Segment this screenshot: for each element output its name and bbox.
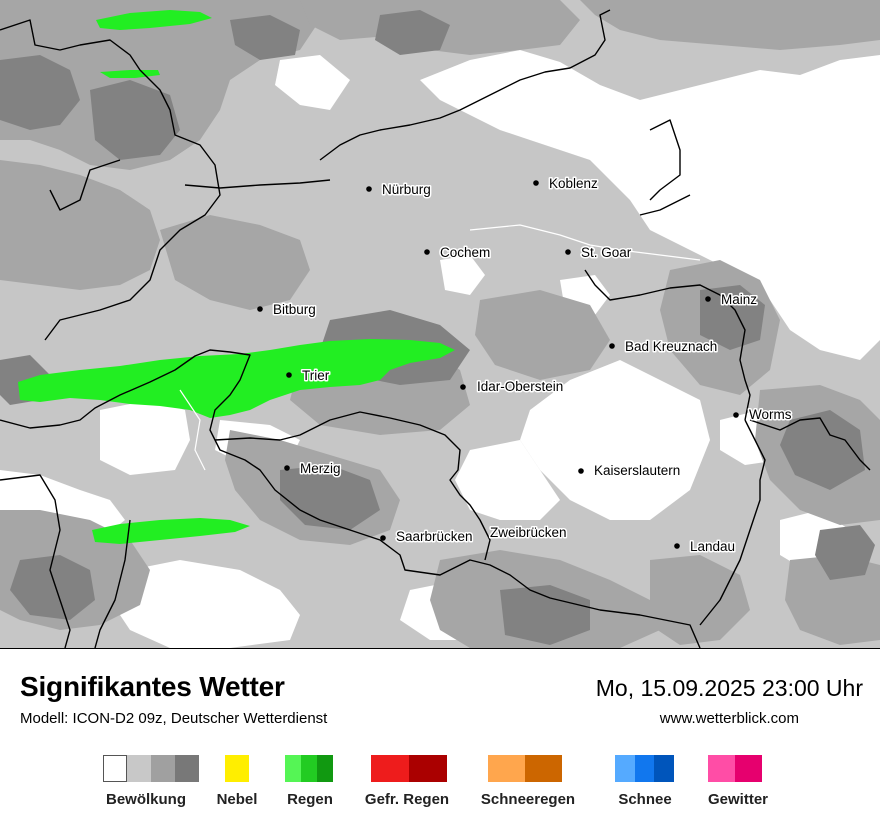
legend-cloud [103,755,199,782]
city-dot-koblenz [533,180,539,186]
city-label-zweibruecken: Zweibrücken [490,525,567,540]
city-dot-nuerburg [366,186,372,192]
rain-areas [18,10,455,544]
legend-label-sleet: Schneeregen [480,791,576,808]
state-borders [0,9,871,648]
legend-snow [615,755,674,782]
city-dot-idar-oberstein [460,384,466,390]
legend-swatch-freezing-rain-1 [371,755,409,782]
chart-title: Signifikantes Wetter [20,671,285,702]
city-dot-mainz [705,296,711,302]
cloud-dark-areas [0,10,875,645]
city-dot-st-goar [565,249,571,255]
city-dot-saarbruecken [380,535,386,541]
legend-label-freezing-rain: Gefr. Regen [364,791,450,808]
legend-label-rain: Regen [287,791,333,808]
legend-swatch-cloud-2 [127,755,151,782]
legend-rain [285,755,333,782]
city-label-koblenz: Koblenz [549,176,598,191]
legend-freezing-rain [371,755,447,782]
city-label-trier: Trier [302,368,330,383]
map-canvas: Nürburg Koblenz Cochem St. Goar Bitburg … [0,0,880,648]
legend-swatch-cloud-4 [175,755,199,782]
city-label-merzig: Merzig [300,461,341,476]
legend-swatch-rain-2 [301,755,317,782]
city-label-saarbruecken: Saarbrücken [396,529,473,544]
legend-sleet [488,755,562,782]
city-label-bad-kreuznach: Bad Kreuznach [625,339,717,354]
legend-swatch-rain-1 [285,755,301,782]
city-dot-trier [286,372,292,378]
model-info: Modell: ICON-D2 09z, Deutscher Wetterdie… [20,710,328,727]
legend-label-snow: Schnee [618,791,672,808]
legend-swatch-cloud-1 [103,755,127,782]
legend-swatch-snow-3 [654,755,674,782]
city-label-st-goar: St. Goar [581,245,632,260]
legend-swatch-freezing-rain-2 [409,755,447,782]
river-lines [179,119,761,471]
forecast-datetime: Mo, 15.09.2025 23:00 Uhr [595,675,863,701]
map-bottom-border [0,648,880,649]
city-markers: Nürburg Koblenz Cochem St. Goar Bitburg … [257,175,793,556]
legend-swatch-snow-2 [635,755,654,782]
website-link[interactable]: www.wetterblick.com [659,710,799,727]
city-label-mainz: Mainz [721,292,757,307]
city-dot-kaiserslautern [578,468,584,474]
city-label-landau: Landau [690,539,735,554]
city-dot-bad-kreuznach [609,343,615,349]
city-label-idar-oberstein: Idar-Oberstein [477,379,563,394]
city-label-cochem: Cochem [440,245,490,260]
legend-label-cloud: Bewölkung [105,791,187,808]
city-label-worms: Worms [749,407,792,422]
legend-swatch-sleet-1 [488,755,525,782]
legend-swatch-cloud-3 [151,755,175,782]
legend-swatch-fog [225,755,249,782]
city-label-bitburg: Bitburg [273,302,316,317]
city-dot-cochem [424,249,430,255]
city-dot-bitburg [257,306,263,312]
legend-swatch-thunderstorm-2 [735,755,762,782]
legend-swatch-rain-3 [317,755,333,782]
legend-label-fog: Nebel [216,791,258,808]
legend-swatch-thunderstorm-1 [708,755,735,782]
city-dot-merzig [284,465,290,471]
city-dot-landau [674,543,680,549]
legend-swatch-snow-1 [615,755,635,782]
legend-thunderstorm [708,755,762,782]
city-dot-worms [733,412,739,418]
weather-map: Nürburg Koblenz Cochem St. Goar Bitburg … [0,0,880,648]
legend-fog [225,755,249,782]
legend-label-thunderstorm: Gewitter [707,791,769,808]
legend-swatch-sleet-2 [525,755,562,782]
city-label-kaiserslautern: Kaiserslautern [594,463,680,478]
city-label-nuerburg: Nürburg [382,182,431,197]
